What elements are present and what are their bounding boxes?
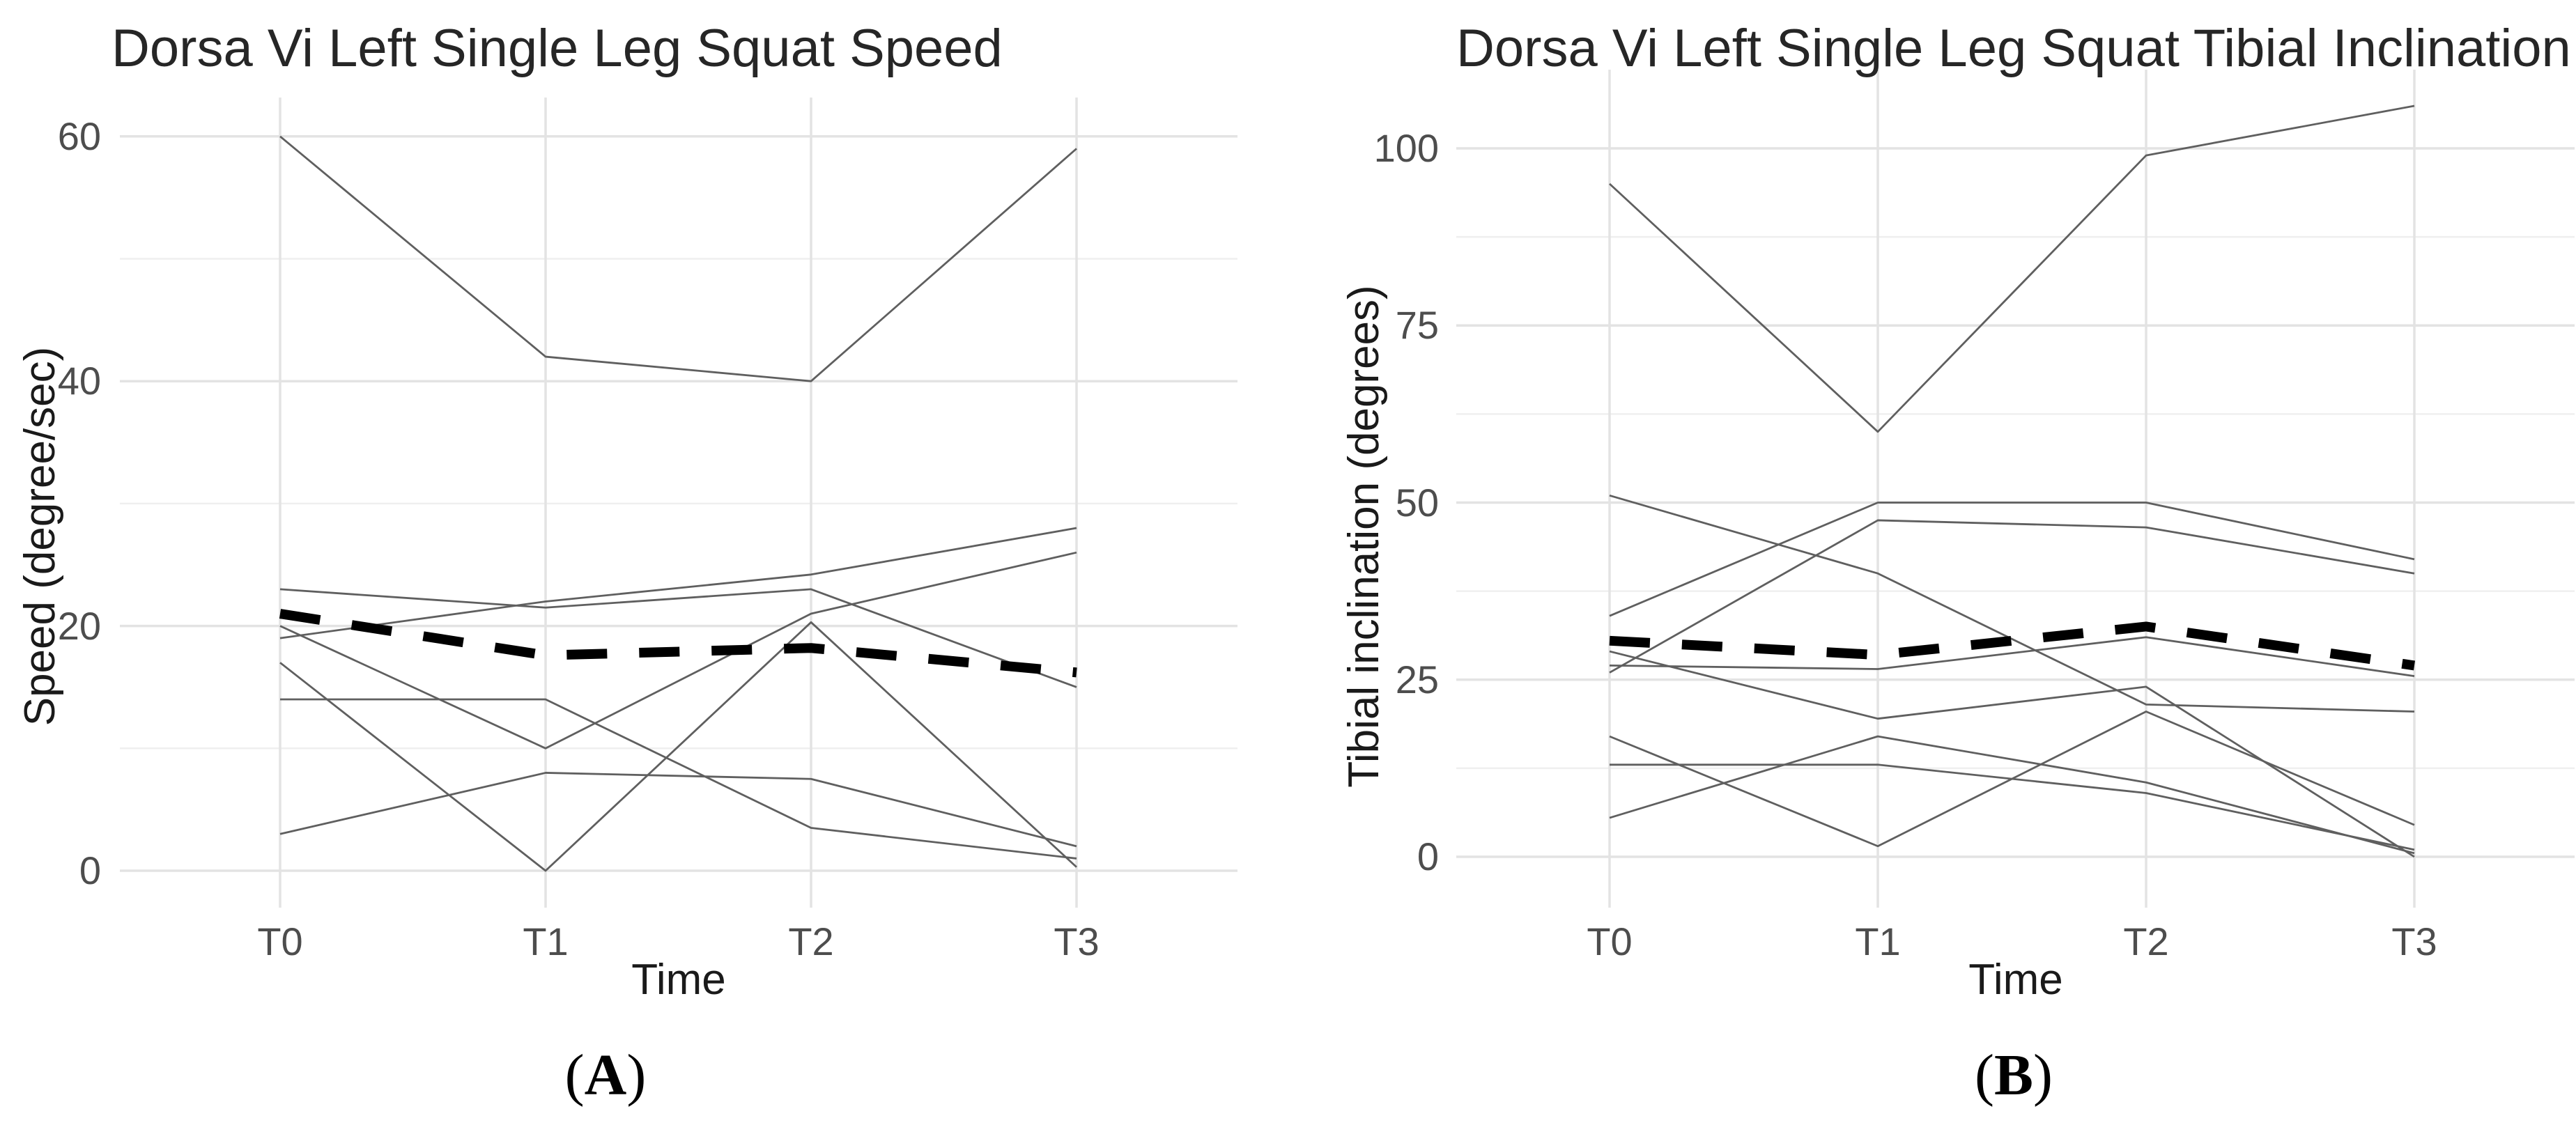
- series-line: [1609, 650, 2415, 858]
- series-line: [279, 551, 1077, 750]
- series-line: [280, 698, 1077, 860]
- series-line: [1609, 502, 2415, 617]
- panel-a-caption-letter: A: [584, 1043, 627, 1108]
- panel-b-xtick-t0: T0: [1587, 919, 1633, 963]
- panel-a-ytick-60: 60: [57, 114, 101, 158]
- series-line: [1609, 636, 2415, 678]
- panel-b-ytick-0: 0: [1417, 835, 1439, 878]
- panel-b-ytick-100: 100: [1373, 126, 1439, 170]
- panel-a-caption: (A): [536, 1042, 675, 1109]
- panel-a-xtick-t2: T2: [788, 919, 834, 963]
- panel-b-caption-letter: B: [1993, 1043, 2034, 1108]
- panel-b-ytick-25: 25: [1395, 658, 1439, 701]
- panel-b-caption-open: (: [1975, 1043, 1994, 1108]
- panel-b-title: Dorsa Vi Left Single Leg Squat Tibial In…: [1456, 19, 2571, 78]
- panel-a-xaxis-title: Time: [631, 956, 726, 1004]
- panel-b-xtick-t2: T2: [2123, 919, 2169, 963]
- series-line: [279, 527, 1077, 639]
- panel-b-caption-close: ): [2033, 1043, 2053, 1108]
- panel-a-ytick-40: 40: [57, 359, 101, 403]
- series-line: [1609, 104, 2415, 433]
- series-line: [1610, 763, 2415, 851]
- mean-line: [279, 609, 1077, 678]
- panel-a-xtick-t1: T1: [523, 919, 569, 963]
- panel-a-xtick-t0: T0: [257, 919, 303, 963]
- series-line: [1609, 735, 2415, 855]
- panel-b-caption: (B): [1944, 1042, 2083, 1109]
- series-line: [279, 588, 1077, 688]
- panel-a-caption-open: (: [564, 1043, 585, 1108]
- panel-a-caption-close: ): [626, 1043, 647, 1108]
- panel-b-ytick-75: 75: [1395, 303, 1439, 347]
- series-line: [279, 135, 1077, 382]
- panel-b-xaxis-title: Time: [1968, 956, 2063, 1004]
- panel-a-title: Dorsa Vi Left Single Leg Squat Speed: [111, 19, 1003, 78]
- series-line: [1609, 494, 2415, 713]
- panel-a-ytick-0: 0: [79, 848, 101, 892]
- panel-b-xtick-t1: T1: [1855, 919, 1901, 963]
- series-line: [279, 772, 1077, 848]
- mean-line: [1609, 621, 2416, 671]
- panel-b-yaxis-title: Tibial inclination (degrees): [1340, 285, 1388, 788]
- panel-a-yaxis-title: Speed (degree/sec): [16, 346, 64, 727]
- panel-a-ytick-20: 20: [57, 604, 101, 648]
- series-line: [1609, 519, 2415, 674]
- series-line: [279, 621, 1077, 872]
- panel-b-ytick-50: 50: [1395, 481, 1439, 525]
- panel-a-xtick-t3: T3: [1054, 919, 1100, 963]
- panel-b-xtick-t3: T3: [2391, 919, 2437, 963]
